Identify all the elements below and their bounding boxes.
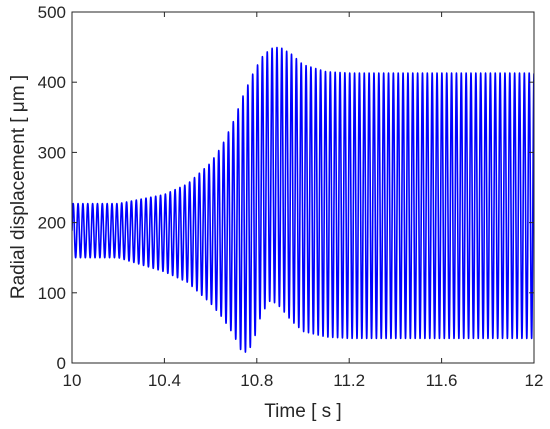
y-tick-label: 300 — [38, 143, 66, 162]
x-tick-label: 10.4 — [148, 371, 181, 390]
x-tick-label: 12 — [525, 371, 544, 390]
y-axis: 0 100 200 300 400 500 — [38, 3, 534, 373]
y-tick-label: 400 — [38, 73, 66, 92]
x-tick-label: 10.8 — [240, 371, 273, 390]
plot-area — [71, 11, 535, 364]
x-axis: 10 10.4 10.8 11.2 11.6 12 — [63, 12, 544, 390]
y-tick-label: 100 — [38, 284, 66, 303]
y-tick-label: 0 — [57, 354, 66, 373]
y-tick-label: 200 — [38, 214, 66, 233]
y-tick-label: 500 — [38, 3, 66, 22]
x-tick-label: 11.2 — [333, 371, 365, 390]
y-axis-label: Radial displacement [ μm ] — [8, 75, 29, 299]
axes-box — [71, 11, 535, 364]
x-axis-label: Time [ s ] — [264, 401, 341, 422]
x-tick-label: 11.6 — [426, 371, 458, 390]
x-tick-label: 10 — [63, 371, 82, 390]
series-line-radial-displacement — [72, 46, 534, 353]
